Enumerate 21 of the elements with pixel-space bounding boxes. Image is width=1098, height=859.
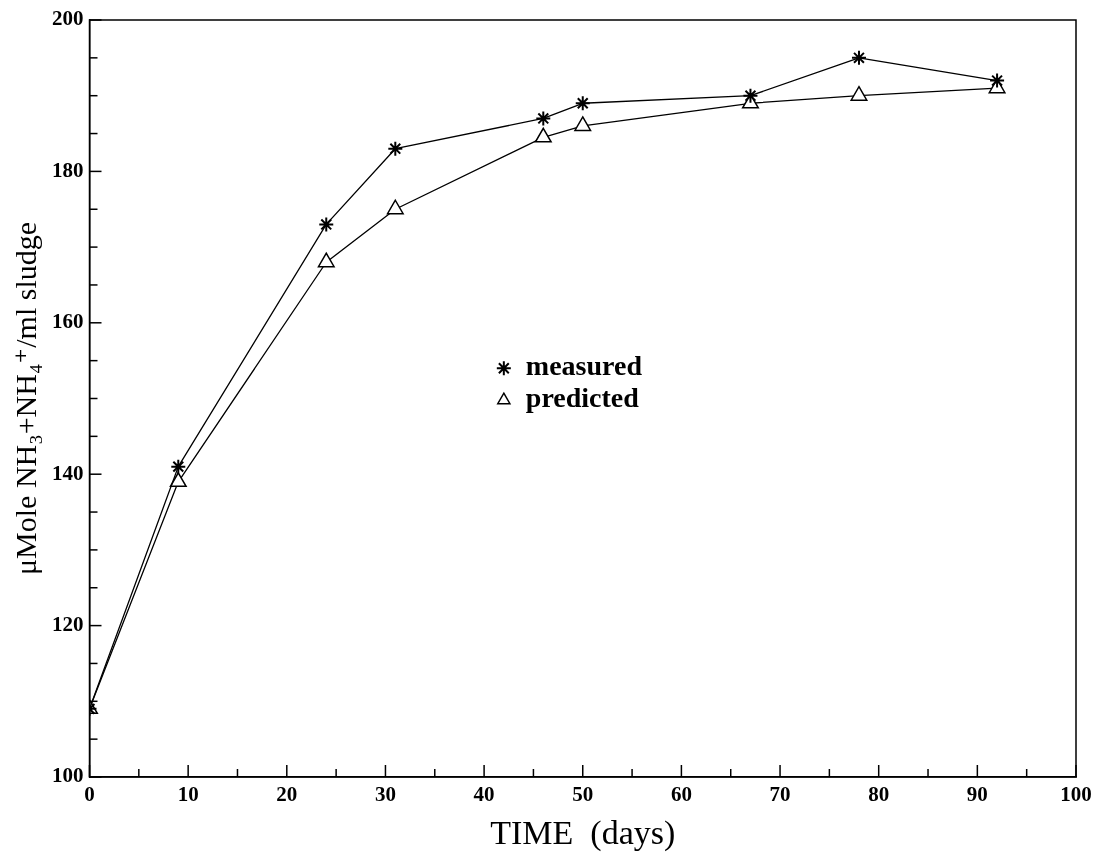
x-tick-label: 90 — [966, 782, 988, 807]
y-tick-label: 200 — [52, 6, 84, 31]
x-tick-label: 30 — [374, 782, 396, 807]
x-tick-label: 80 — [868, 782, 890, 807]
x-tick-label: 50 — [572, 782, 594, 807]
x-tick-label: 60 — [670, 782, 692, 807]
x-tick-label: 20 — [276, 782, 298, 807]
x-tick-label: 70 — [769, 782, 791, 807]
y-tick-label: 120 — [52, 612, 84, 637]
y-tick-label: 160 — [52, 309, 84, 334]
legend-label: measured — [525, 350, 643, 382]
y-axis-title: μMole NH₃+NH₄⁺/ml sludge — [8, 221, 42, 576]
x-tick-label: 0 — [84, 782, 95, 807]
x-tick-label: 100 — [1060, 782, 1092, 807]
y-tick-label: 100 — [52, 763, 84, 788]
y-tick-label: 140 — [52, 460, 84, 485]
x-tick-label: 10 — [177, 782, 199, 807]
legend-label: predicted — [525, 382, 640, 414]
x-tick-label: 40 — [473, 782, 495, 807]
x-axis-title: TIME (days) — [490, 813, 676, 852]
y-tick-label: 180 — [52, 157, 84, 182]
